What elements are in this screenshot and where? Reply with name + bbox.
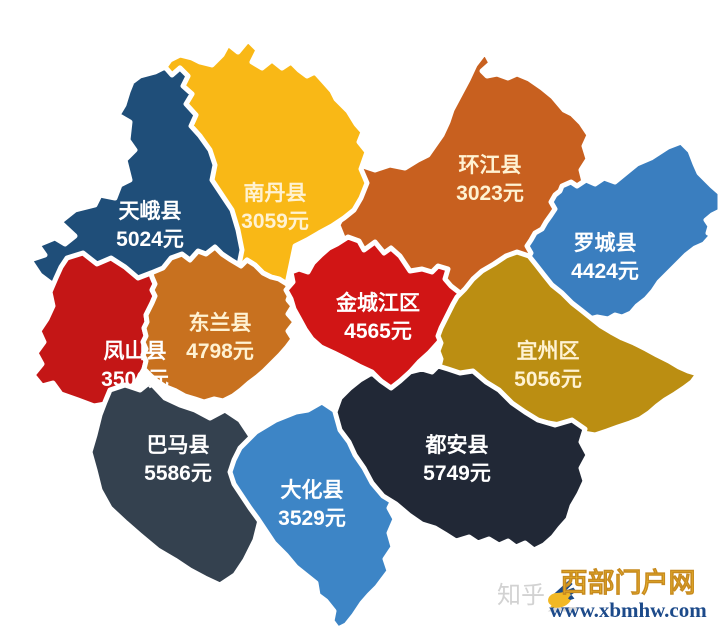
svg-text:南丹县: 南丹县 [244, 181, 307, 205]
svg-text:3023元: 3023元 [456, 182, 524, 205]
svg-text:5056元: 5056元 [514, 368, 582, 391]
svg-text:4565元: 4565元 [344, 320, 412, 343]
svg-text:金城江区: 金城江区 [335, 291, 420, 315]
svg-text:5586元: 5586元 [144, 462, 212, 485]
svg-text:大化县: 大化县 [281, 478, 344, 502]
svg-text:5024元: 5024元 [116, 228, 184, 251]
svg-text:巴马县: 巴马县 [147, 434, 210, 457]
svg-text:环江县: 环江县 [459, 154, 522, 177]
svg-text:3529元: 3529元 [278, 507, 346, 530]
svg-text:4798元: 4798元 [186, 340, 254, 363]
svg-text:3500元: 3500元 [101, 368, 169, 391]
svg-text:西部门户网: 西部门户网 [561, 567, 696, 598]
svg-text:罗城县: 罗城县 [574, 231, 637, 255]
svg-text:宜州区: 宜州区 [517, 339, 580, 363]
svg-text:都安县: 都安县 [425, 433, 489, 457]
svg-text:东兰县: 东兰县 [189, 311, 252, 335]
svg-text:www.xbmhw.com: www.xbmhw.com [549, 598, 707, 622]
svg-text:5749元: 5749元 [423, 462, 491, 485]
svg-text:天峨县: 天峨县 [119, 200, 182, 223]
svg-text:凤山县: 凤山县 [104, 340, 167, 363]
svg-text:4424元: 4424元 [571, 260, 639, 283]
svg-text:3059元: 3059元 [241, 210, 309, 233]
svg-text:知乎: 知乎 [497, 582, 545, 609]
